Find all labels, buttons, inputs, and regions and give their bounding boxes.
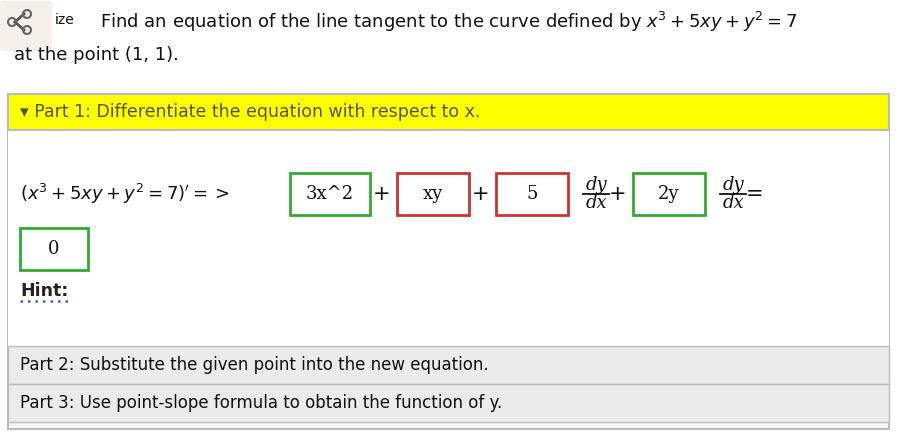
- Text: Part 3: Use point-slope formula to obtain the function of y.: Part 3: Use point-slope formula to obtai…: [20, 394, 503, 412]
- Text: dx: dx: [722, 194, 743, 212]
- Text: $(x^3 + 5xy + y^2 = 7)' =>$: $(x^3 + 5xy + y^2 = 7)' =>$: [20, 182, 229, 206]
- FancyBboxPatch shape: [8, 384, 889, 422]
- Text: dx: dx: [585, 194, 607, 212]
- FancyBboxPatch shape: [8, 94, 889, 130]
- FancyBboxPatch shape: [633, 173, 705, 215]
- Text: Hint:: Hint:: [20, 282, 68, 300]
- Text: 3x^2: 3x^2: [306, 185, 354, 203]
- Text: =: =: [746, 184, 764, 204]
- FancyBboxPatch shape: [8, 94, 889, 429]
- Text: 2y: 2y: [658, 185, 680, 203]
- Text: +: +: [472, 184, 490, 204]
- Text: 5: 5: [526, 185, 538, 203]
- Text: +: +: [373, 184, 391, 204]
- FancyBboxPatch shape: [397, 173, 469, 215]
- Text: 0: 0: [49, 240, 59, 258]
- FancyBboxPatch shape: [8, 130, 889, 346]
- Text: Part 2: Substitute the given point into the new equation.: Part 2: Substitute the given point into …: [20, 356, 489, 374]
- FancyBboxPatch shape: [496, 173, 568, 215]
- Text: Find an equation of the line tangent to the curve defined by $x^3 + 5xy + y^2 = : Find an equation of the line tangent to …: [100, 10, 797, 34]
- Text: xy: xy: [423, 185, 443, 203]
- Text: dy: dy: [585, 176, 607, 194]
- Text: +: +: [610, 184, 627, 204]
- FancyBboxPatch shape: [0, 1, 52, 51]
- Text: ▾ Part 1: Differentiate the equation with respect to x.: ▾ Part 1: Differentiate the equation wit…: [20, 103, 480, 121]
- FancyBboxPatch shape: [8, 346, 889, 384]
- Text: at the point (1, 1).: at the point (1, 1).: [14, 46, 179, 64]
- FancyBboxPatch shape: [290, 173, 370, 215]
- Text: dy: dy: [722, 176, 743, 194]
- FancyBboxPatch shape: [20, 228, 88, 270]
- Text: ize: ize: [55, 13, 75, 27]
